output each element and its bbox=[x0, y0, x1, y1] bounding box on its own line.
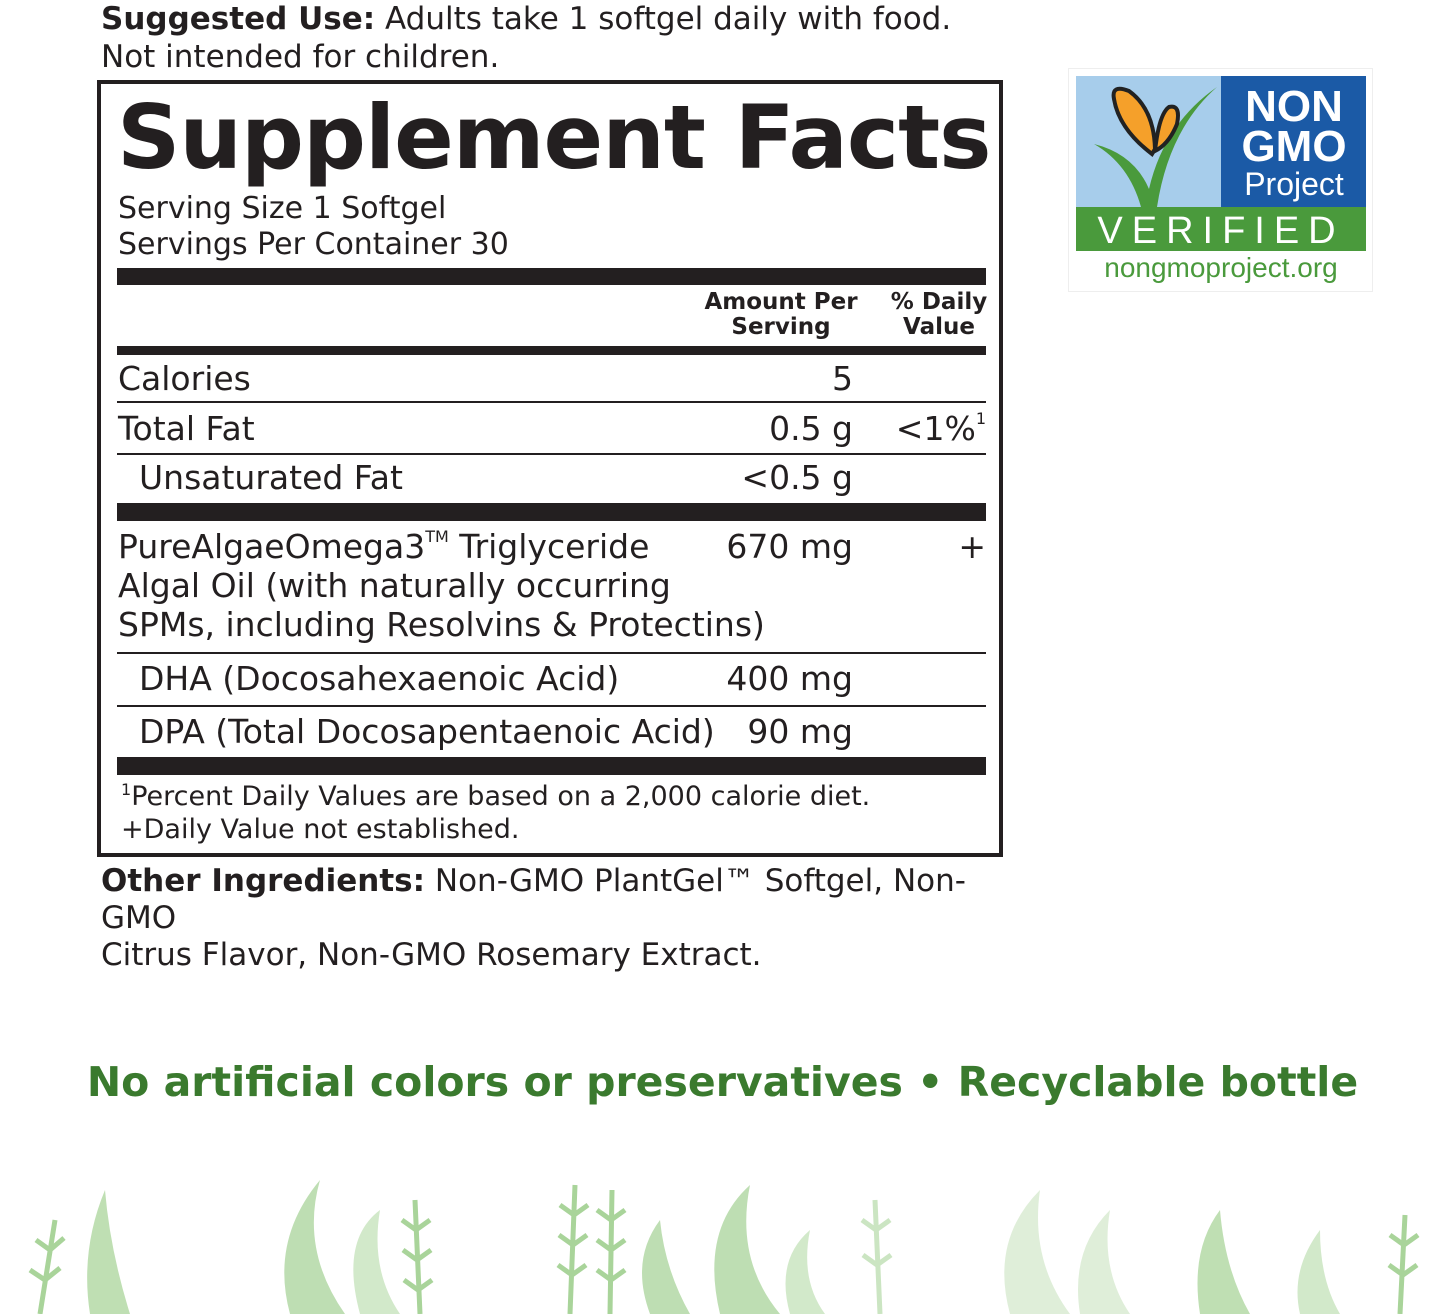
other-ingredients-line2: Citrus Flavor, Non-GMO Rosemary Extract. bbox=[101, 937, 762, 973]
supplement-facts-panel: Supplement Facts Serving Size 1 Softgel … bbox=[97, 80, 1003, 857]
footnote-text: Percent Daily Values are based on a 2,00… bbox=[131, 781, 871, 812]
suggested-use-text: Adults take 1 softgel daily with food. bbox=[375, 1, 952, 37]
badge-project: Project bbox=[1244, 166, 1344, 202]
row-name: Calories bbox=[118, 359, 251, 398]
divider bbox=[117, 401, 986, 403]
header-amount-line2: Serving bbox=[731, 314, 831, 340]
dv-footnote-ref: 1 bbox=[975, 409, 986, 428]
divider-medium bbox=[117, 346, 986, 355]
other-ingredients-label: Other Ingredients: bbox=[101, 863, 426, 899]
row-name-line3: SPMs, including Resolvins & Protectins) bbox=[118, 605, 765, 644]
badge-gmo: GMO bbox=[1241, 122, 1346, 171]
dv-value: <1% bbox=[895, 409, 976, 448]
suggested-use-line2: Not intended for children. bbox=[101, 39, 500, 75]
row-total-fat: Total Fat 0.5 g <1%1 bbox=[118, 409, 986, 449]
trademark: TM bbox=[425, 527, 449, 546]
divider bbox=[117, 453, 986, 455]
checkmark-leaf-icon bbox=[1094, 87, 1217, 207]
footnote-1: 1Percent Daily Values are based on a 2,0… bbox=[121, 780, 870, 813]
row-name-cont: Triglyceride bbox=[448, 527, 650, 566]
row-name: Total Fat bbox=[118, 409, 255, 448]
divider-thick bbox=[117, 757, 986, 775]
row-unsaturated-fat: Unsaturated Fat <0.5 g bbox=[139, 458, 986, 498]
divider bbox=[117, 652, 986, 654]
panel-title: Supplement Facts bbox=[117, 86, 992, 189]
row-calories: Calories 5 bbox=[118, 359, 986, 399]
row-amount: <0.5 g bbox=[741, 458, 853, 497]
divider bbox=[117, 705, 986, 707]
row-amount: 5 bbox=[832, 359, 853, 398]
other-ingredients-text: Non-GMO PlantGel™ Softgel, Non-GMO bbox=[101, 863, 966, 936]
serving-size: Serving Size 1 Softgel bbox=[118, 191, 447, 226]
row-dv: <1%1 bbox=[896, 409, 986, 449]
row-name-line2: Algal Oil (with naturally occurring bbox=[118, 566, 671, 605]
suggested-use-label: Suggested Use: bbox=[101, 1, 376, 37]
header-amount-line1: Amount Per bbox=[704, 289, 858, 315]
header-dv-line1: % Daily bbox=[890, 289, 988, 315]
servings-per-container: Servings Per Container 30 bbox=[118, 227, 509, 262]
row-dha: DHA (Docosahexaenoic Acid) 400 mg bbox=[139, 659, 986, 699]
badge-non: NON bbox=[1245, 82, 1343, 131]
other-ingredients: Other Ingredients: Non-GMO PlantGel™ Sof… bbox=[101, 863, 1001, 974]
badge-verified: VERIFIED bbox=[1097, 210, 1344, 252]
divider-thick bbox=[117, 503, 986, 521]
header-daily-value: % Daily Value bbox=[889, 290, 989, 340]
butterfly-icon bbox=[1111, 86, 1180, 157]
badge-url: nongmoproject.org bbox=[1104, 252, 1337, 283]
row-algal-oil: PureAlgaeOmega3TM Triglyceride Algal Oil… bbox=[118, 527, 986, 644]
non-gmo-badge-graphic: NON GMO Project VERIFIED nongmoproject.o… bbox=[1076, 76, 1366, 283]
footnote-2: +Daily Value not established. bbox=[121, 814, 520, 845]
row-dv: + bbox=[958, 527, 986, 566]
row-name: DHA (Docosahexaenoic Acid) bbox=[139, 659, 620, 698]
row-dpa: DPA (Total Docosapentaenoic Acid) 90 mg bbox=[139, 712, 986, 752]
suggested-use: Suggested Use: Adults take 1 softgel dai… bbox=[101, 0, 1001, 76]
row-name: PureAlgaeOmega3 bbox=[118, 527, 426, 566]
row-amount: 670 mg bbox=[726, 527, 853, 566]
tagline: No artificial colors or preservatives • … bbox=[86, 1058, 1359, 1106]
row-name: Unsaturated Fat bbox=[139, 458, 403, 497]
non-gmo-verified-badge: NON GMO Project VERIFIED nongmoproject.o… bbox=[1068, 68, 1373, 292]
row-amount: 0.5 g bbox=[769, 409, 853, 448]
divider-thick bbox=[117, 268, 986, 285]
seaweed-decoration bbox=[28, 1180, 1420, 1314]
footnote-mark: 1 bbox=[121, 780, 132, 799]
row-name: DPA (Total Docosapentaenoic Acid) bbox=[139, 712, 715, 751]
row-amount: 90 mg bbox=[747, 712, 853, 751]
header-amount: Amount Per Serving bbox=[701, 290, 861, 340]
row-amount: 400 mg bbox=[726, 659, 853, 698]
header-dv-line2: Value bbox=[903, 314, 975, 340]
